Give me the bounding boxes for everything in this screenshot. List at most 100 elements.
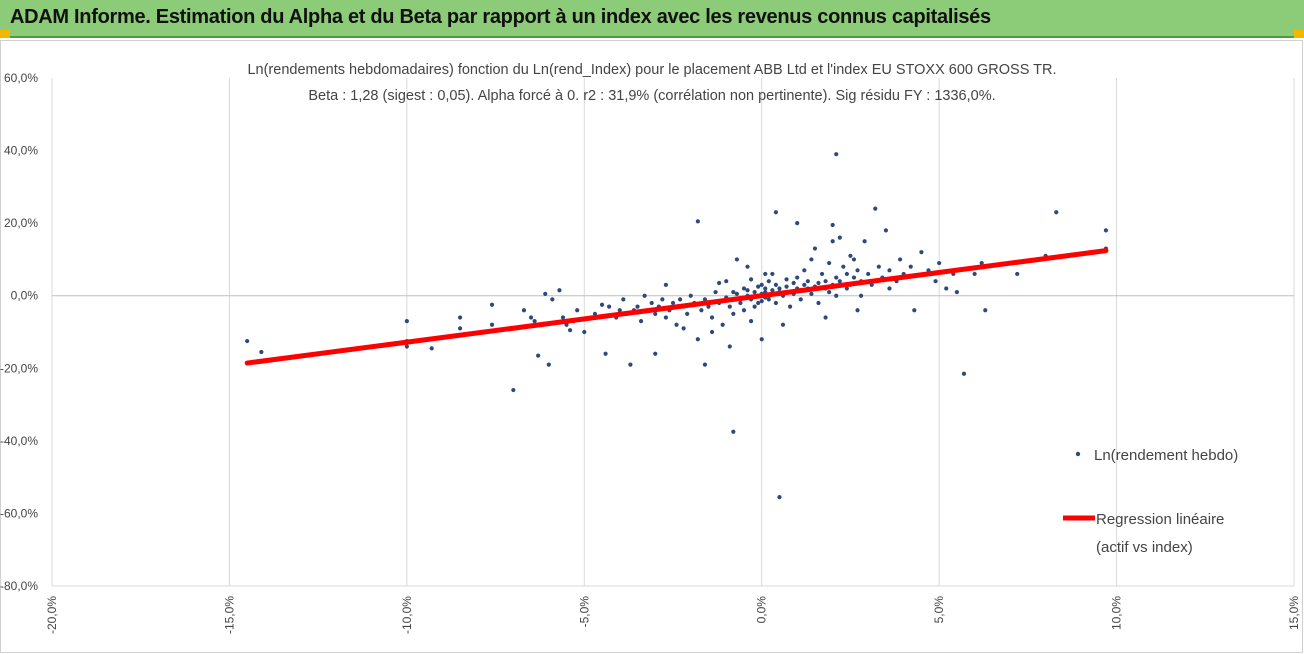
data-point bbox=[851, 257, 857, 262]
data-point bbox=[734, 291, 739, 296]
y-tick-label: 60,0% bbox=[4, 71, 38, 85]
data-point bbox=[756, 284, 761, 289]
x-tick-label: 15,0% bbox=[1287, 596, 1301, 630]
data-point bbox=[621, 297, 626, 302]
data-point bbox=[1103, 228, 1109, 233]
data-point bbox=[706, 304, 711, 309]
legend-label-regression-2: (actif vs index) bbox=[1096, 539, 1193, 556]
data-point bbox=[546, 362, 551, 367]
data-point bbox=[827, 260, 832, 266]
data-point bbox=[745, 264, 750, 269]
data-point bbox=[812, 246, 818, 251]
data-point bbox=[532, 319, 537, 324]
data-point bbox=[834, 275, 839, 280]
data-point bbox=[809, 257, 814, 262]
data-point bbox=[844, 271, 849, 277]
data-point bbox=[805, 279, 810, 284]
data-point bbox=[873, 206, 878, 211]
data-point bbox=[695, 219, 700, 224]
data-point bbox=[766, 297, 771, 302]
data-point bbox=[653, 351, 658, 356]
data-point bbox=[677, 297, 683, 302]
scatter-points bbox=[245, 152, 1109, 500]
data-point bbox=[830, 222, 835, 228]
legend-marker-scatter bbox=[1075, 451, 1081, 457]
data-point bbox=[933, 279, 938, 284]
data-point bbox=[642, 293, 647, 298]
data-point bbox=[660, 297, 665, 302]
data-point bbox=[511, 387, 516, 393]
data-point bbox=[887, 268, 892, 273]
data-point bbox=[759, 282, 764, 287]
data-point bbox=[727, 344, 732, 349]
data-point bbox=[543, 291, 548, 296]
data-point bbox=[798, 297, 803, 302]
data-point bbox=[858, 293, 864, 298]
data-point bbox=[827, 289, 832, 295]
data-point bbox=[773, 210, 779, 215]
data-point bbox=[830, 239, 835, 244]
data-point bbox=[784, 284, 789, 289]
data-point bbox=[727, 304, 732, 309]
data-point bbox=[802, 282, 807, 287]
chart-area bbox=[0, 40, 1303, 653]
data-point bbox=[741, 308, 747, 313]
data-point bbox=[404, 319, 409, 324]
data-point bbox=[809, 291, 814, 296]
data-point bbox=[791, 280, 796, 286]
data-point bbox=[702, 297, 708, 302]
x-tick-label: 5,0% bbox=[932, 596, 946, 624]
data-point bbox=[724, 279, 729, 284]
data-point bbox=[617, 308, 622, 313]
data-point bbox=[763, 286, 768, 291]
data-point bbox=[944, 286, 949, 291]
data-point bbox=[979, 260, 984, 266]
data-point bbox=[567, 328, 573, 333]
data-point bbox=[695, 337, 700, 342]
data-point bbox=[635, 304, 640, 309]
data-point bbox=[883, 228, 889, 233]
data-point bbox=[245, 338, 250, 344]
data-point bbox=[709, 329, 715, 335]
legend-label-regression-1: Regression linéaire bbox=[1096, 511, 1224, 528]
y-tick-label: 40,0% bbox=[4, 144, 38, 158]
data-point bbox=[404, 344, 409, 349]
x-tick-label: -10,0% bbox=[400, 596, 414, 634]
data-point bbox=[823, 315, 828, 320]
x-tick-label: -15,0% bbox=[222, 596, 236, 634]
data-point bbox=[759, 337, 764, 342]
data-point bbox=[954, 289, 959, 295]
data-point bbox=[688, 293, 693, 298]
data-point bbox=[457, 326, 463, 331]
data-point bbox=[603, 351, 608, 356]
legend-label-scatter: Ln(rendement hebdo) bbox=[1094, 447, 1238, 464]
data-point bbox=[763, 271, 768, 277]
data-point bbox=[557, 288, 562, 293]
data-point bbox=[784, 277, 789, 282]
data-point bbox=[752, 304, 757, 309]
x-tick-label: -20,0% bbox=[45, 596, 59, 634]
data-point bbox=[777, 495, 782, 500]
regression-line-group bbox=[244, 248, 1109, 366]
data-point bbox=[653, 311, 658, 316]
data-point bbox=[670, 300, 676, 306]
data-point bbox=[663, 315, 669, 320]
x-tick-label: 10,0% bbox=[1110, 596, 1124, 630]
data-point bbox=[741, 286, 747, 291]
data-point bbox=[429, 346, 434, 351]
data-point bbox=[756, 300, 761, 306]
data-point bbox=[713, 289, 718, 295]
data-point bbox=[795, 221, 800, 226]
data-point bbox=[1054, 210, 1059, 215]
data-point bbox=[709, 315, 715, 320]
data-point bbox=[837, 279, 842, 284]
data-point bbox=[780, 322, 786, 327]
data-point bbox=[582, 329, 587, 335]
data-point bbox=[731, 311, 736, 316]
data-point bbox=[599, 302, 605, 307]
data-point bbox=[855, 268, 860, 273]
data-point bbox=[837, 235, 842, 240]
data-point bbox=[834, 293, 839, 298]
y-tick-label: 20,0% bbox=[4, 216, 38, 230]
data-point bbox=[862, 239, 867, 244]
